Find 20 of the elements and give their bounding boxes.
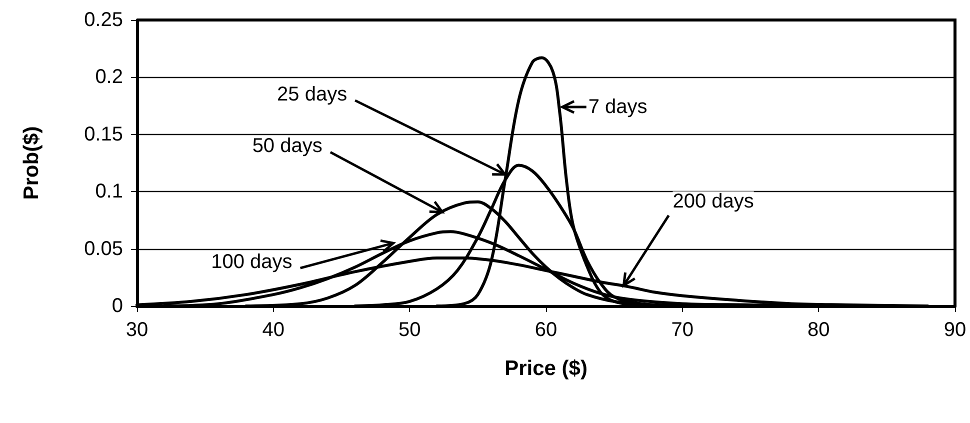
x-axis-title: Price ($) [504,357,588,380]
x-tick-label: 40 [262,319,284,341]
y-tick-label: 0.15 [84,123,123,146]
x-tick-label: 80 [808,319,830,341]
x-tick-label: 60 [534,319,558,341]
x-tick-label: 50 [398,319,421,341]
y-tick-label: 0.1 [95,180,123,203]
annotation: 200 days [672,190,754,212]
annotation: 100 days [211,251,292,274]
x-tick-label: 70 [671,319,694,341]
y-tick-label: 0.2 [95,66,123,88]
annotation: 7 days [588,96,648,118]
x-tick-label: 30 [126,319,148,341]
y-tick-label: 0.25 [84,9,123,31]
y-axis-title: Prob($) [20,126,43,200]
y-tick-label: 0 [112,295,123,317]
x-tick-label: 90 [944,319,966,341]
y-tick-label: 0.05 [84,238,123,260]
annotation: 50 days [252,135,322,158]
annotation: 25 days [277,83,348,106]
